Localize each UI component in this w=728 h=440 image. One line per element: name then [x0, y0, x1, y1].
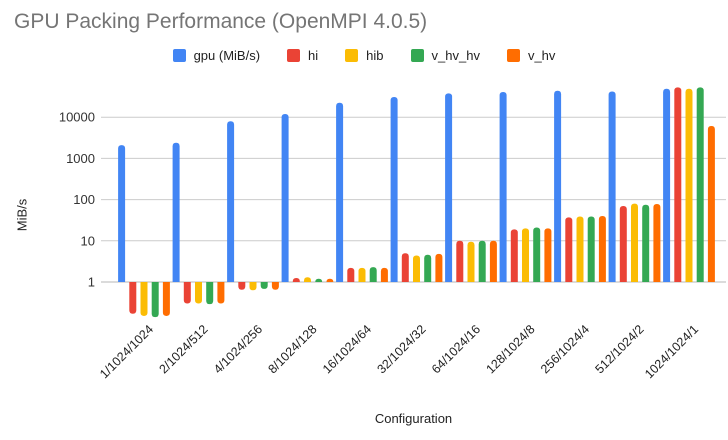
bar [183, 282, 191, 304]
bar [260, 282, 268, 289]
bar [326, 278, 334, 283]
bar [445, 93, 453, 282]
legend-label: hi [308, 47, 319, 63]
bar [544, 228, 552, 282]
bar [522, 228, 529, 282]
bar [401, 253, 409, 282]
bar [347, 267, 355, 282]
bar [533, 227, 541, 282]
legend-swatch [410, 48, 424, 62]
bar [456, 240, 464, 282]
bar [390, 96, 398, 282]
bar [608, 91, 616, 283]
legend-swatch [345, 48, 359, 62]
bar [249, 282, 257, 291]
y-tick-label: 1000 [66, 151, 95, 166]
legend-swatch [287, 48, 301, 62]
bar [554, 90, 562, 282]
y-tick-label: 100 [73, 192, 95, 207]
bar [685, 88, 693, 283]
bar [413, 255, 420, 282]
x-category-label: 1/1024/1024 [97, 322, 156, 381]
bar [499, 91, 507, 282]
bar [118, 145, 126, 282]
x-category-label: 4/1024/256 [211, 322, 265, 376]
bar [619, 205, 627, 282]
x-category-label: 1024/1024/1 [642, 322, 701, 381]
bar [510, 229, 518, 282]
legend-item: v_hv [506, 47, 556, 63]
bar [631, 203, 638, 282]
legend-label: gpu (MiB/s) [193, 47, 261, 63]
bar [271, 282, 279, 290]
bar [467, 241, 475, 282]
bar [336, 102, 344, 282]
legend-item: hib [345, 47, 384, 63]
x-category-label: 128/1024/8 [483, 322, 537, 376]
bar [292, 278, 300, 282]
bar [369, 267, 377, 282]
bar [304, 277, 311, 282]
y-tick-label: 10000 [59, 110, 95, 125]
legend-swatch [506, 48, 520, 62]
bar [707, 126, 715, 283]
legend-swatch [172, 48, 186, 62]
bar [380, 267, 388, 282]
bar [172, 142, 180, 282]
bar [217, 282, 225, 304]
bar [315, 278, 323, 283]
x-category-label: 32/1024/32 [374, 322, 428, 376]
chart-title: GPU Packing Performance (OpenMPI 4.0.5) [14, 10, 428, 33]
bar [424, 254, 432, 282]
chart-legend: gpu (MiB/s) hi hib v_hv_hv v_hv [0, 46, 728, 64]
bar [162, 282, 170, 316]
bar [238, 282, 246, 290]
bar [195, 282, 202, 304]
bar [642, 204, 650, 282]
legend-item: hi [287, 48, 318, 63]
x-axis-title: Configuration [374, 411, 453, 426]
bar [489, 240, 497, 282]
y-tick-label: 1 [88, 275, 95, 290]
x-category-label: 256/1024/4 [538, 322, 592, 376]
x-category-label: 512/1024/2 [592, 322, 646, 376]
legend-item: gpu (MiB/s) [172, 47, 261, 63]
bar [129, 282, 137, 314]
y-axis-title: MiB/s [14, 198, 30, 232]
bar [281, 113, 289, 282]
legend-label: v_hv_hv [431, 47, 480, 63]
bar [674, 87, 682, 282]
legend-label: v_hv [527, 47, 556, 63]
bar [478, 240, 486, 282]
bar [206, 282, 214, 305]
legend-item: v_hv_hv [410, 47, 480, 63]
bar [663, 88, 671, 283]
bar [435, 253, 443, 282]
y-tick-label: 10 [81, 233, 95, 248]
bar [587, 216, 595, 282]
legend-label: hib [366, 47, 384, 63]
bar [576, 216, 584, 282]
x-category-label: 8/1024/128 [265, 322, 319, 376]
bar [653, 204, 661, 282]
bar [598, 215, 606, 282]
x-category-label: 2/1024/512 [156, 322, 210, 376]
bar [151, 282, 159, 318]
x-category-label: 64/1024/16 [429, 322, 483, 376]
x-category-label: 16/1024/64 [320, 322, 374, 376]
bar [565, 217, 573, 282]
bar [140, 282, 148, 316]
bar [696, 87, 704, 282]
bar [227, 121, 235, 283]
bar [358, 267, 366, 282]
